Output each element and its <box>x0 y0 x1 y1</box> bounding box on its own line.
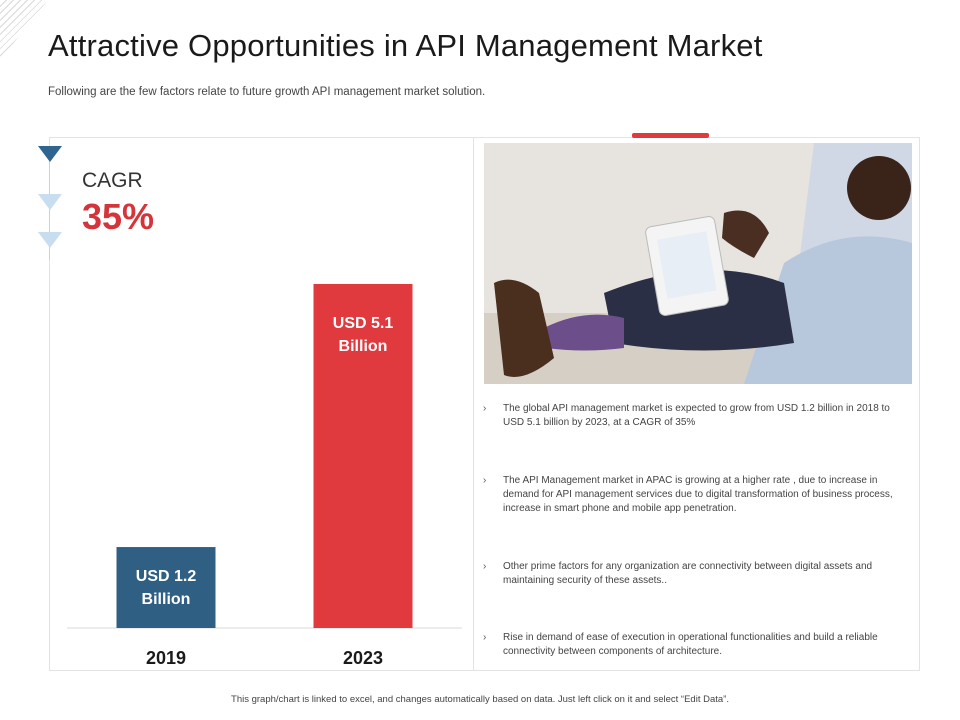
triangle-marker-icon <box>38 232 62 248</box>
bar-2023[interactable] <box>313 284 413 628</box>
page-title: Attractive Opportunities in API Manageme… <box>48 28 763 63</box>
list-item: › Rise in demand of ease of execution in … <box>483 631 903 659</box>
x-tick-label: 2019 <box>146 648 186 668</box>
chevron-right-icon: › <box>483 475 487 486</box>
cagr-label: CAGR <box>82 169 143 192</box>
list-item: › The global API management market is exp… <box>483 402 903 430</box>
accent-bar <box>632 133 709 138</box>
bullet-text: The global API management market is expe… <box>503 403 890 428</box>
x-tick-label: 2023 <box>343 648 383 668</box>
bar-2019[interactable] <box>116 547 216 628</box>
corner-hatch-decoration <box>0 0 48 60</box>
footer-note: This graph/chart is linked to excel, and… <box>231 694 729 705</box>
bar-data-label: USD 1.2 <box>136 568 197 585</box>
bullet-text: The API Management market in APAC is gro… <box>503 475 893 514</box>
chart-panel <box>49 137 473 671</box>
bullet-text: Other prime factors for any organization… <box>503 561 873 586</box>
page-subtitle: Following are the few factors relate to … <box>48 86 486 98</box>
businessman-with-tablet-photo <box>484 143 912 384</box>
triangle-marker-icon <box>38 146 62 162</box>
list-item: › The API Management market in APAC is gr… <box>483 474 903 516</box>
list-item: › Other prime factors for any organizatio… <box>483 560 903 588</box>
chevron-right-icon: › <box>483 632 487 643</box>
bar-data-label: USD 5.1 <box>333 315 394 332</box>
chevron-right-icon: › <box>483 561 487 572</box>
bar-data-label: Billion <box>142 591 191 608</box>
bar-data-label: Billion <box>339 338 388 355</box>
cagr-value: 35% <box>82 196 155 237</box>
bar-chart[interactable]: USD 1.2 Billion 2019 USD 5.1 Billion 2023 <box>49 137 473 671</box>
triangle-marker-icon <box>38 194 62 210</box>
chevron-right-icon: › <box>483 403 487 414</box>
bullet-text: Rise in demand of ease of execution in o… <box>503 632 878 657</box>
